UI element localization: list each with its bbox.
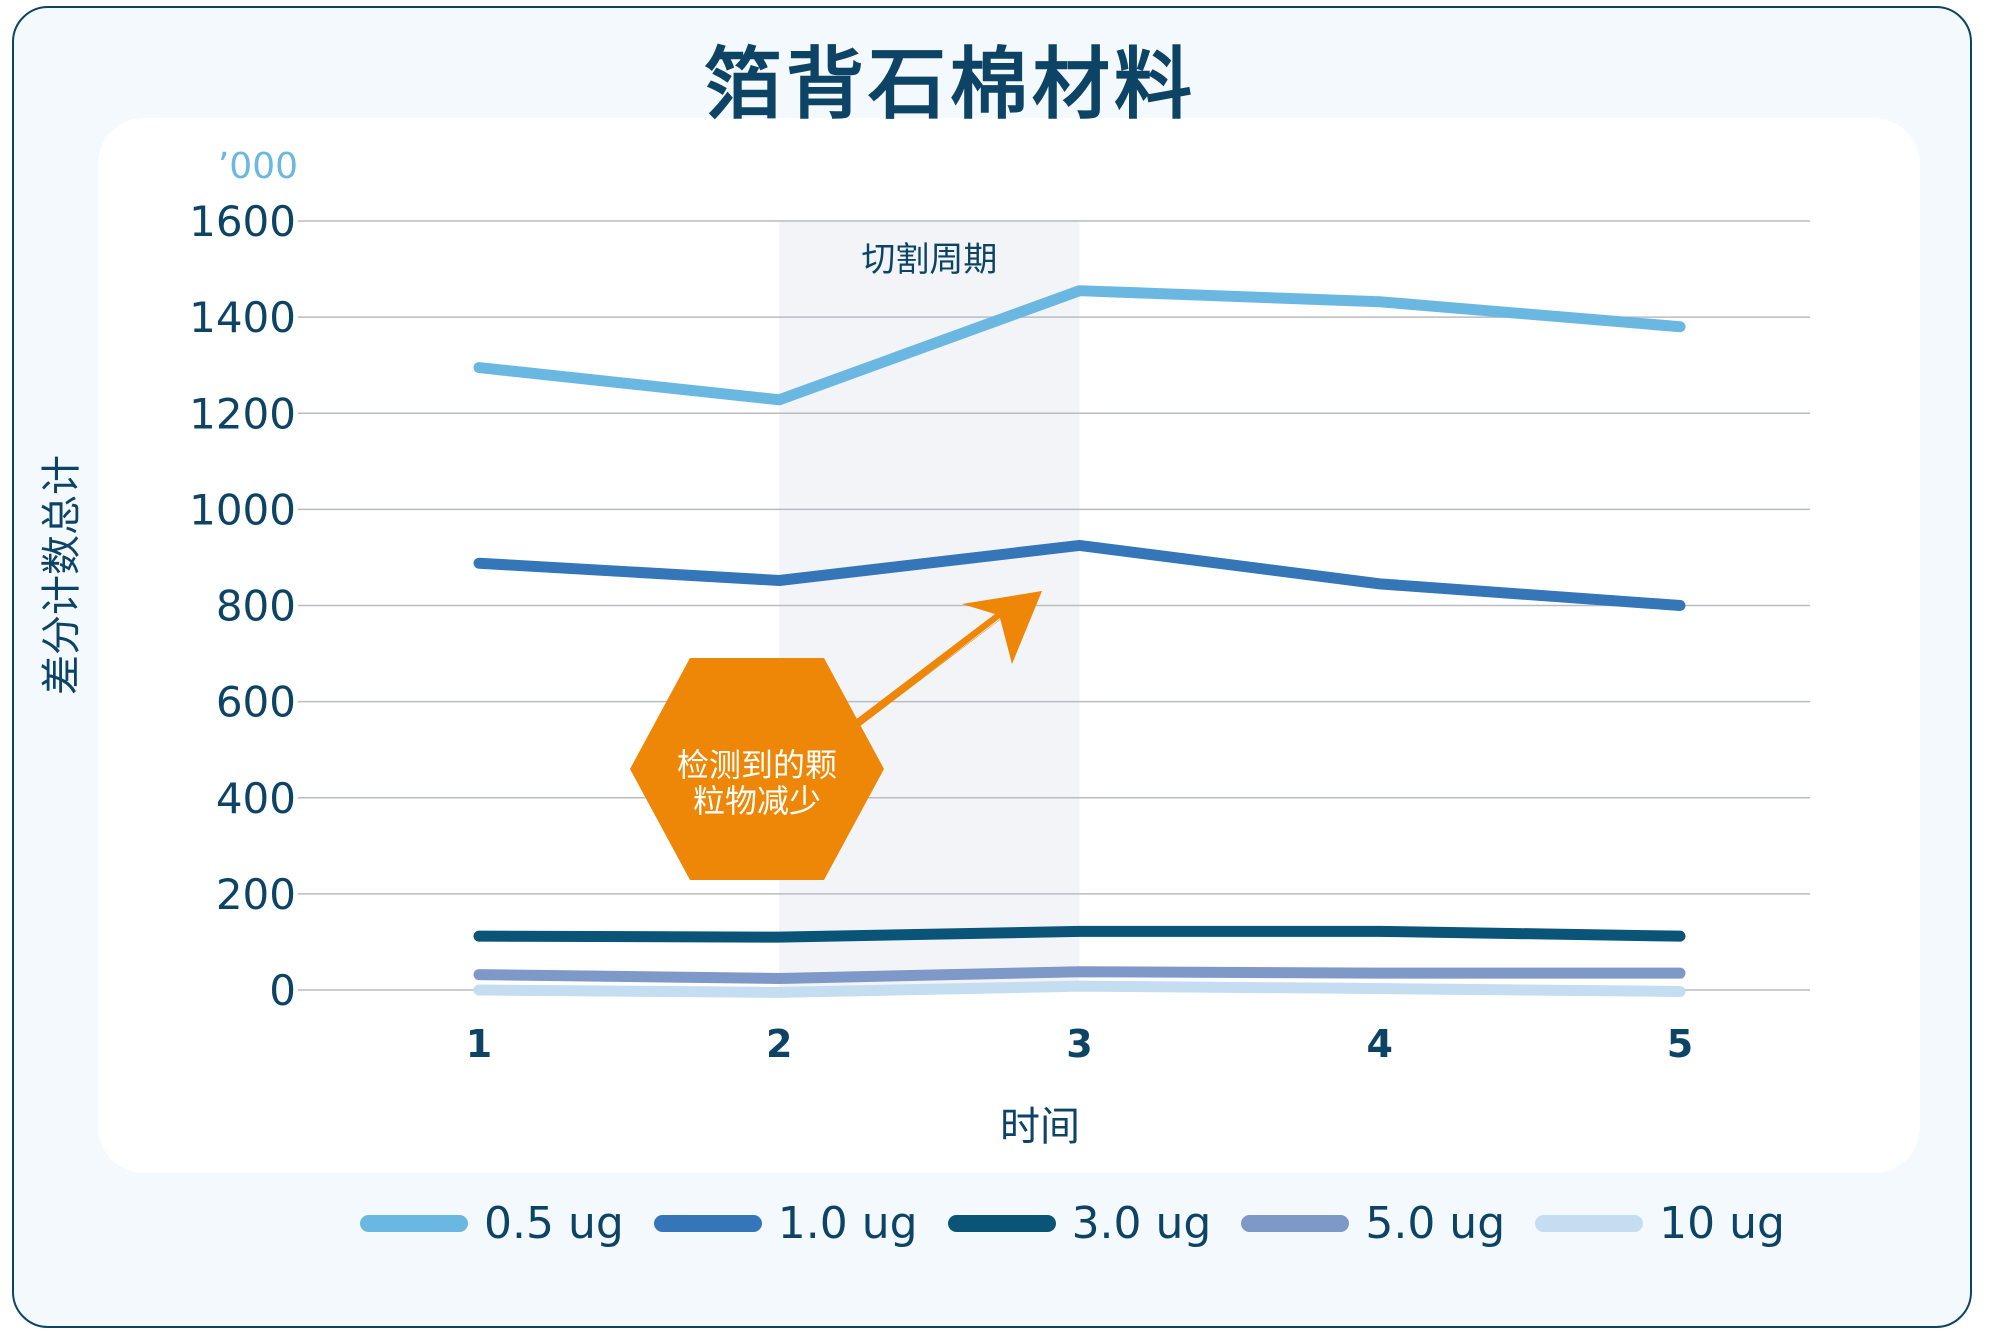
annotation-arrow-tail [840, 591, 1042, 740]
series-line-5_0-ug [473, 966, 1686, 984]
legend-swatch [1535, 1214, 1644, 1232]
y-axis-label: 差分计数总计 [39, 455, 85, 695]
legend-item: 10 ug [1535, 1198, 1785, 1249]
legend-swatch [947, 1214, 1056, 1232]
chart-title: 箔背石棉材料 [703, 40, 1196, 130]
y-tick-label: 1400 [189, 293, 296, 342]
legend-item: 5.0 ug [1241, 1198, 1505, 1249]
x-tick-label: 2 [766, 1022, 792, 1066]
legend-item: 1.0 ug [653, 1197, 918, 1249]
x-tick-label: 5 [1667, 1022, 1693, 1066]
series-line-3_0-ug [473, 925, 1686, 943]
series-line-10-ug [473, 980, 1686, 998]
series-line-0_5-ug [473, 285, 1686, 406]
y-tick-label: 1200 [189, 389, 296, 438]
annotation-arrow [850, 591, 1042, 730]
annotation-hexagon [630, 658, 884, 880]
x-tick-label: 4 [1367, 1022, 1393, 1066]
legend-label: 1.0 ug [777, 1197, 918, 1249]
legend-item: 0.5 ug [360, 1198, 624, 1249]
x-axis-label: 时间 [1000, 1104, 1080, 1150]
x-tick-label: 3 [1066, 1022, 1092, 1066]
annotation-text-line1: 检测到的颗 [677, 746, 837, 784]
legend-swatch [653, 1214, 762, 1232]
annotation-text-line2: 粒物减少 [693, 782, 821, 820]
x-tick-label: 1 [466, 1022, 492, 1066]
y-tick-label: 0 [269, 966, 296, 1015]
highlight-label: 切割周期 [861, 240, 997, 280]
y-tick-label: 1600 [189, 197, 296, 246]
series-line-1_0-ug [473, 539, 1686, 611]
y-tick-label: 400 [216, 774, 296, 823]
legend-label: 10 ug [1659, 1197, 1785, 1249]
legend: 0.5 ug 1.0 ug 3.0 ug 5.0 ug 10 ug [360, 1188, 1815, 1258]
y-tick-label: 600 [216, 678, 296, 727]
legend-swatch [1241, 1214, 1350, 1232]
legend-label: 5.0 ug [1365, 1197, 1506, 1249]
y-tick-label: 800 [216, 582, 296, 631]
legend-label: 0.5 ug [484, 1197, 624, 1249]
legend-swatch [360, 1214, 468, 1232]
legend-item: 3.0 ug [947, 1197, 1212, 1249]
y-unit-label: ’000 [218, 146, 298, 187]
y-tick-label: 200 [216, 870, 296, 919]
y-tick-label: 1000 [189, 485, 296, 534]
legend-label: 3.0 ug [1071, 1197, 1212, 1249]
